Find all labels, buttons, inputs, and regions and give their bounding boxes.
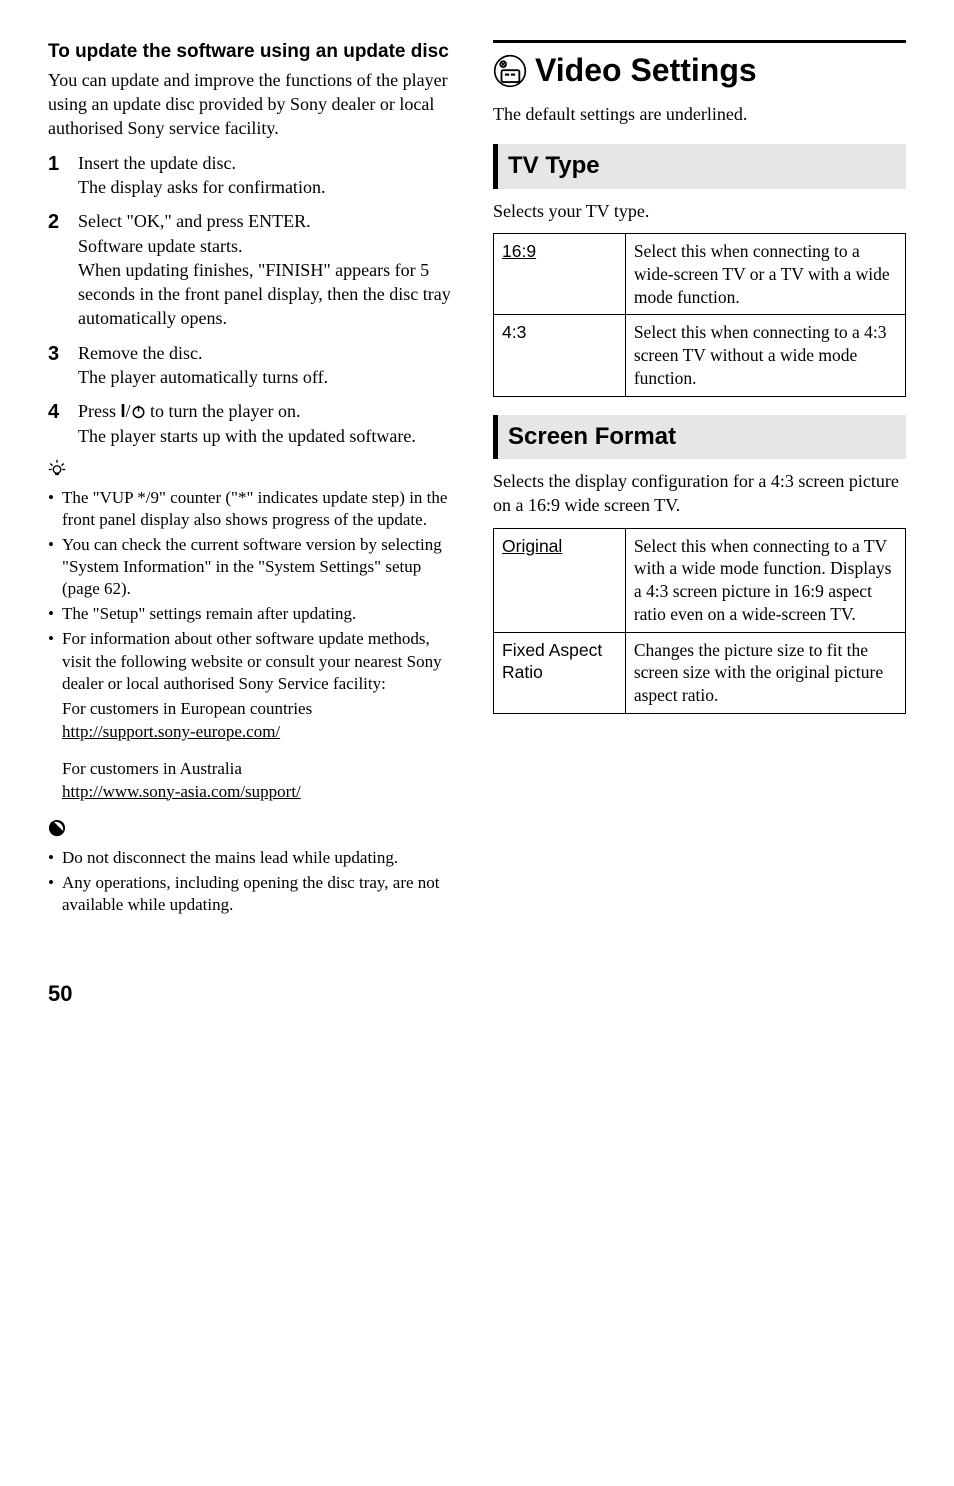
step-4-num: 4: [48, 399, 78, 448]
step-2-line-2: Software update starts.: [78, 234, 461, 258]
video-settings-heading: Video Settings: [493, 40, 906, 92]
table-row: Original Select this when connecting to …: [494, 528, 906, 632]
step-4-suffix: to turn the player on.: [146, 401, 301, 421]
step-4-line-1: Press I/ to turn the player on.: [78, 399, 461, 423]
sf-val-2: Changes the picture size to fit the scre…: [625, 632, 905, 713]
step-1-line-2: The display asks for confirmation.: [78, 175, 461, 199]
sf-val-1: Select this when connecting to a TV with…: [625, 528, 905, 632]
video-settings-icon: [493, 54, 527, 88]
step-4: 4 Press I/ to turn the player on. The pl…: [48, 399, 461, 448]
step-1-line-1: Insert the update disc.: [78, 151, 461, 175]
eu-label: For customers in European countries: [62, 698, 461, 721]
table-row: Fixed Aspect Ratio Changes the picture s…: [494, 632, 906, 713]
screen-format-heading: Screen Format: [493, 415, 906, 459]
tv-type-val-1: Select this when connecting to a wide-sc…: [625, 234, 905, 315]
tv-type-table: 16:9 Select this when connecting to a wi…: [493, 233, 906, 397]
tips-list: The "VUP */9" counter ("*" indicates upd…: [48, 487, 461, 695]
step-2-line-3: When updating finishes, "FINISH" appears…: [78, 258, 461, 331]
tip-3: The "Setup" settings remain after updati…: [48, 603, 461, 625]
tip-1: The "VUP */9" counter ("*" indicates upd…: [48, 487, 461, 531]
tv-type-key-2: 4:3: [502, 322, 526, 342]
sf-key-1: Original: [502, 536, 562, 556]
step-3-line-2: The player automatically turns off.: [78, 365, 461, 389]
steps-list: 1 Insert the update disc. The display as…: [48, 151, 461, 448]
tip-4: For information about other software upd…: [48, 628, 461, 694]
step-1-num: 1: [48, 151, 78, 200]
tv-type-desc: Selects your TV type.: [493, 199, 906, 223]
table-row: 16:9 Select this when connecting to a wi…: [494, 234, 906, 315]
screen-format-table: Original Select this when connecting to …: [493, 528, 906, 714]
tip-icon: [48, 458, 461, 485]
video-settings-title: Video Settings: [535, 49, 757, 92]
update-heading: To update the software using an update d…: [48, 40, 461, 64]
step-4-line-2: The player starts up with the updated so…: [78, 424, 461, 448]
step-4-prefix: Press: [78, 401, 121, 421]
note-icon: [48, 819, 66, 837]
au-url: http://www.sony-asia.com/support/: [62, 781, 461, 804]
note-icon-wrap: [48, 818, 461, 845]
bulb-icon: [48, 459, 66, 477]
step-2-num: 2: [48, 209, 78, 330]
eu-url: http://support.sony-europe.com/: [62, 721, 461, 744]
tv-type-val-2: Select this when connecting to a 4:3 scr…: [625, 315, 905, 396]
screen-format-desc: Selects the display configuration for a …: [493, 469, 906, 518]
update-intro: You can update and improve the functions…: [48, 68, 461, 141]
step-1: 1 Insert the update disc. The display as…: [48, 151, 461, 200]
step-3-num: 3: [48, 341, 78, 390]
table-row: 4:3 Select this when connecting to a 4:3…: [494, 315, 906, 396]
step-2: 2 Select "OK," and press ENTER. Software…: [48, 209, 461, 330]
step-3: 3 Remove the disc. The player automatica…: [48, 341, 461, 390]
power-icon: [131, 404, 146, 419]
sf-key-2: Fixed Aspect Ratio: [502, 640, 602, 683]
tip-2: You can check the current software versi…: [48, 534, 461, 600]
page-number: 50: [48, 979, 906, 1009]
note-1: Do not disconnect the mains lead while u…: [48, 847, 461, 869]
step-3-line-1: Remove the disc.: [78, 341, 461, 365]
tv-type-key-1: 16:9: [502, 241, 536, 261]
step-2-line-1: Select "OK," and press ENTER.: [78, 209, 461, 233]
au-label: For customers in Australia: [62, 758, 461, 781]
tv-type-heading: TV Type: [493, 144, 906, 188]
note-2: Any operations, including opening the di…: [48, 872, 461, 916]
video-settings-intro: The default settings are underlined.: [493, 102, 906, 126]
notes-list: Do not disconnect the mains lead while u…: [48, 847, 461, 916]
